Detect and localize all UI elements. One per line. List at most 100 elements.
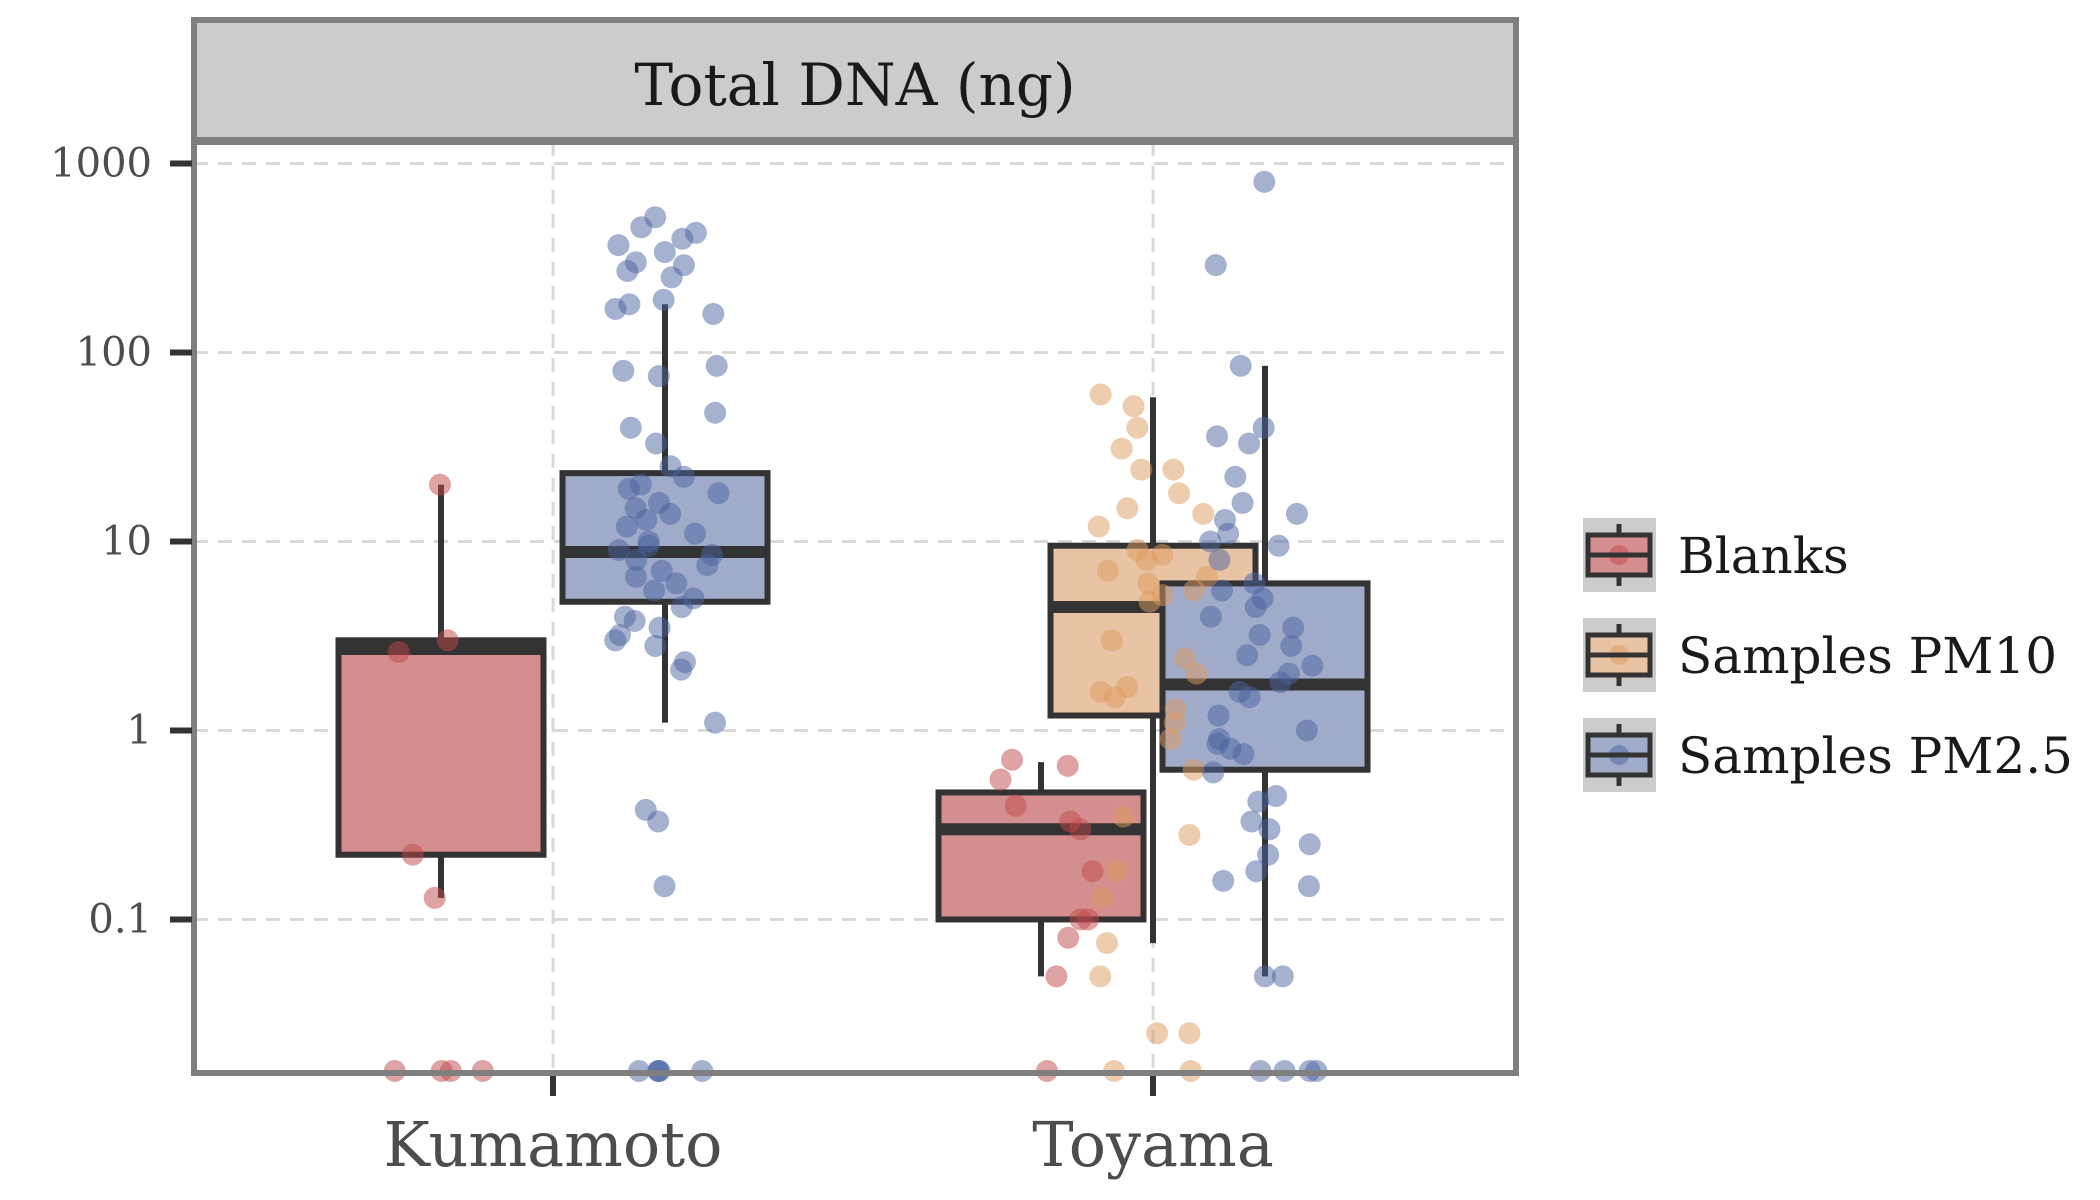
y-tick-label: 0.1 bbox=[88, 896, 152, 942]
data-point bbox=[604, 297, 627, 320]
data-point bbox=[1182, 758, 1205, 781]
data-point bbox=[1212, 869, 1235, 892]
data-point bbox=[645, 432, 668, 455]
data-point bbox=[1103, 686, 1126, 709]
legend-item-blanks: Blanks bbox=[1583, 518, 1849, 592]
data-point bbox=[1240, 810, 1263, 833]
legend-item-samples-pm10: Samples PM10 bbox=[1583, 618, 2057, 692]
data-point bbox=[1069, 818, 1092, 841]
data-point bbox=[653, 241, 676, 264]
facet-strip-title: Total DNA (ng) bbox=[634, 51, 1075, 119]
data-point bbox=[672, 465, 695, 488]
data-point bbox=[1271, 965, 1294, 988]
data-point bbox=[1202, 761, 1225, 784]
data-point bbox=[653, 875, 676, 898]
legend-label: Samples PM10 bbox=[1678, 627, 2057, 685]
data-point bbox=[1248, 624, 1271, 647]
data-point bbox=[1089, 383, 1112, 406]
data-point bbox=[1204, 254, 1227, 277]
data-point bbox=[1269, 671, 1292, 694]
data-point bbox=[1089, 965, 1112, 988]
data-point bbox=[1096, 559, 1119, 582]
data-point bbox=[647, 365, 670, 388]
x-tick-label: Toyama bbox=[1032, 1108, 1274, 1181]
data-point bbox=[644, 634, 667, 657]
data-point bbox=[1297, 875, 1320, 898]
data-point bbox=[1236, 644, 1259, 667]
data-point bbox=[619, 416, 642, 439]
data-point bbox=[1057, 926, 1080, 949]
data-point bbox=[607, 539, 630, 562]
x-tick-label: Kumamoto bbox=[383, 1108, 722, 1181]
data-point bbox=[1178, 1022, 1201, 1045]
data-point bbox=[1252, 416, 1275, 439]
data-point bbox=[1185, 662, 1208, 685]
data-point bbox=[1258, 818, 1281, 841]
data-point bbox=[1001, 748, 1024, 771]
data-point bbox=[1199, 530, 1222, 553]
data-point bbox=[612, 359, 635, 382]
data-point bbox=[684, 522, 707, 545]
legend-item-samples-pm2-5: Samples PM2.5 bbox=[1583, 718, 2073, 792]
data-point bbox=[428, 473, 451, 496]
data-point bbox=[1210, 579, 1233, 602]
data-point bbox=[989, 768, 1012, 791]
jitter-points bbox=[383, 170, 1328, 1082]
data-point bbox=[617, 477, 640, 500]
data-point bbox=[1298, 833, 1321, 856]
data-point bbox=[1231, 491, 1254, 514]
data-point bbox=[1069, 908, 1092, 931]
data-point bbox=[1116, 497, 1139, 520]
data-point bbox=[1282, 616, 1305, 639]
y-axis: 0.1 1 10 100 1000 bbox=[50, 141, 192, 942]
data-point bbox=[623, 609, 646, 632]
data-point bbox=[1168, 482, 1191, 505]
data-point bbox=[1245, 860, 1268, 883]
data-point bbox=[1257, 843, 1280, 866]
data-point bbox=[704, 711, 727, 734]
data-point bbox=[1130, 458, 1153, 481]
data-point bbox=[1159, 728, 1182, 751]
data-point bbox=[625, 548, 648, 571]
y-tick-label: 1000 bbox=[50, 141, 152, 187]
data-point bbox=[616, 259, 639, 282]
box bbox=[559, 470, 771, 605]
data-point bbox=[1199, 605, 1222, 628]
data-point bbox=[705, 354, 728, 377]
box bbox=[335, 637, 547, 858]
data-point bbox=[1122, 395, 1145, 418]
legend: Blanks Samples PM10 Samples PM2.5 bbox=[1583, 518, 2073, 792]
data-point bbox=[659, 502, 682, 525]
data-point bbox=[1087, 515, 1110, 538]
data-point bbox=[1112, 805, 1135, 828]
y-tick-label: 100 bbox=[76, 330, 152, 376]
data-point bbox=[650, 559, 673, 582]
data-point bbox=[1146, 1022, 1169, 1045]
data-point bbox=[1224, 465, 1247, 488]
data-point bbox=[670, 596, 693, 619]
data-point bbox=[635, 508, 658, 531]
data-point bbox=[1301, 654, 1324, 677]
data-point bbox=[615, 515, 638, 538]
data-point bbox=[1229, 354, 1252, 377]
data-point bbox=[1056, 754, 1079, 777]
data-point bbox=[670, 658, 693, 681]
data-point bbox=[1238, 432, 1261, 455]
data-point bbox=[607, 234, 630, 257]
data-point bbox=[1247, 790, 1270, 813]
y-tick-label: 1 bbox=[127, 707, 152, 753]
data-point bbox=[1232, 743, 1255, 766]
data-point bbox=[707, 482, 730, 505]
data-point bbox=[1095, 932, 1118, 955]
data-point bbox=[660, 266, 683, 289]
data-point bbox=[1295, 719, 1318, 742]
data-point bbox=[1208, 548, 1231, 571]
data-point bbox=[630, 216, 653, 239]
data-point bbox=[1110, 437, 1133, 460]
data-point bbox=[1285, 502, 1308, 525]
data-point bbox=[1045, 965, 1068, 988]
x-axis: Kumamoto Toyama bbox=[383, 1076, 1274, 1181]
y-tick-label: 10 bbox=[101, 518, 152, 564]
data-point bbox=[1004, 794, 1027, 817]
